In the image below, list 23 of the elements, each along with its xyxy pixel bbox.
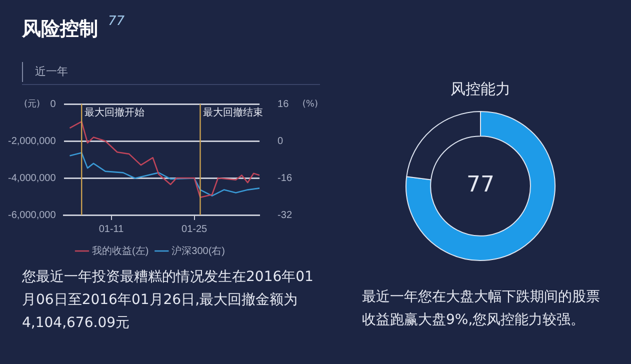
chart-subtitle: 近一年 [22,62,68,82]
y-axis-title: (元) [24,98,40,110]
y-tick-label: 0 [50,98,56,110]
text: 您最近一年投资最糟糕的情况发生在2016年01月06日至2016年01月26日,最大回撤金额为4,104,676.09元 [22,268,314,333]
y2-tick-label: -32 [278,210,292,221]
y-tick-label: -4,000,000 [8,172,56,184]
x-tick-label: 01-11 [98,224,124,235]
legend-label: 我的收益(左) [92,244,149,257]
x-tick-label: 01-25 [182,224,208,235]
legend-label: 沪深300(右) [172,244,226,257]
y-tick-label: -6,000,000 [8,210,56,221]
text: 最近一年您在大盘大幅下跌期间的股票收益跑赢大盘9%,您风控能力较强。 [362,288,601,330]
chart-title: 风控能力 [450,80,512,99]
y2-tick-label: 16 [278,98,290,110]
text: 77 [108,14,125,29]
text: 77 [466,172,494,198]
y2-axis-title: (%) [302,99,318,110]
chart-title: 风险控制 [22,17,98,42]
y-tick-label: -2,000,000 [8,136,56,147]
ref-line-label: 最大回撤开始 [84,106,145,119]
y2-tick-label: -16 [278,172,292,184]
ref-line-label: 最大回撤结束 [203,106,264,119]
y2-tick-label: 0 [278,136,284,147]
